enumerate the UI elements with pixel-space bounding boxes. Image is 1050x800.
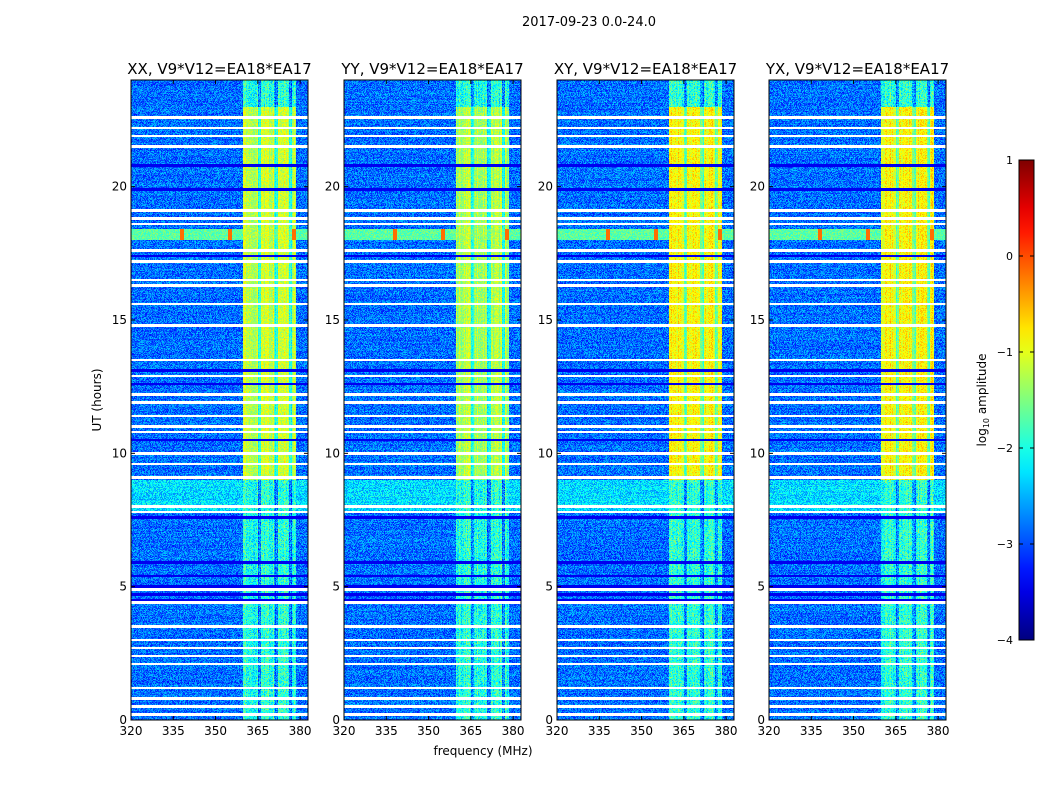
panel-frame-3 xyxy=(556,79,735,721)
y-tick-label: 15 xyxy=(325,313,340,327)
y-tick-label: 0 xyxy=(545,713,553,727)
panel-frame-2 xyxy=(343,79,522,721)
x-tick-label: 365 xyxy=(884,724,907,738)
y-tick-label: 15 xyxy=(112,313,127,327)
y-tick-label: 0 xyxy=(332,713,340,727)
y-tick-label: 15 xyxy=(750,313,765,327)
colorbar xyxy=(1018,159,1035,641)
y-tick-label: 15 xyxy=(538,313,553,327)
y-tick-label: 20 xyxy=(325,180,340,194)
x-tick-label: 350 xyxy=(842,724,865,738)
y-tick-label: 10 xyxy=(538,446,553,460)
waterfall-heatmap-1 xyxy=(131,80,308,720)
waterfall-heatmap-3 xyxy=(557,80,734,720)
y-tick-label: 10 xyxy=(325,446,340,460)
y-tick-label: 20 xyxy=(112,180,127,194)
x-tick-label: 380 xyxy=(715,724,738,738)
panel-frame-4 xyxy=(768,79,947,721)
y-tick-label: 0 xyxy=(119,713,127,727)
x-tick-label: 350 xyxy=(417,724,440,738)
x-tick-label: 335 xyxy=(375,724,398,738)
waterfall-heatmap-2 xyxy=(344,80,521,720)
y-tick-label: 5 xyxy=(332,580,340,594)
panel-frame-1 xyxy=(130,79,309,721)
panel-title-1: XX, V9*V12=EA18*EA17 xyxy=(127,60,311,78)
x-tick-label: 335 xyxy=(162,724,185,738)
x-tick-label: 380 xyxy=(289,724,312,738)
colorbar-tick-label: −4 xyxy=(997,634,1013,647)
x-tick-label: 350 xyxy=(630,724,653,738)
waterfall-heatmap-4 xyxy=(769,80,946,720)
y-tick-label: 10 xyxy=(112,446,127,460)
colorbar-tick-label: 0 xyxy=(1006,250,1013,263)
colorbar-tick-label: −3 xyxy=(997,538,1013,551)
panel-title-2: YY, V9*V12=EA18*EA17 xyxy=(340,60,523,78)
x-tick-label: 365 xyxy=(246,724,269,738)
x-tick-label: 380 xyxy=(502,724,525,738)
x-tick-label: 320 xyxy=(120,724,143,738)
y-tick-label: 5 xyxy=(757,580,765,594)
x-axis-label: frequency (MHz) xyxy=(433,744,532,758)
x-tick-label: 335 xyxy=(588,724,611,738)
colorbar-tick-label: 1 xyxy=(1006,154,1013,167)
x-tick-label: 335 xyxy=(800,724,823,738)
x-tick-label: 320 xyxy=(333,724,356,738)
suptitle: 2017-09-23 0.0-24.0 xyxy=(522,15,656,30)
x-tick-label: 320 xyxy=(546,724,569,738)
x-tick-label: 365 xyxy=(672,724,695,738)
panel-title-4: YX, V9*V12=EA18*EA17 xyxy=(765,60,949,78)
panel-title-3: XY, V9*V12=EA18*EA17 xyxy=(554,60,737,78)
y-tick-label: 10 xyxy=(750,446,765,460)
y-tick-label: 5 xyxy=(545,580,553,594)
x-tick-label: 350 xyxy=(204,724,227,738)
y-axis-label: UT (hours) xyxy=(90,368,104,431)
y-tick-label: 20 xyxy=(538,180,553,194)
y-tick-label: 0 xyxy=(757,713,765,727)
colorbar-tick-label: −1 xyxy=(997,346,1013,359)
y-tick-label: 5 xyxy=(119,580,127,594)
x-tick-label: 365 xyxy=(459,724,482,738)
x-tick-label: 320 xyxy=(758,724,781,738)
x-tick-label: 380 xyxy=(927,724,950,738)
colorbar-tick-label: −2 xyxy=(997,442,1013,455)
colorbar-label: log10 amplitude xyxy=(975,354,991,447)
y-tick-label: 20 xyxy=(750,180,765,194)
